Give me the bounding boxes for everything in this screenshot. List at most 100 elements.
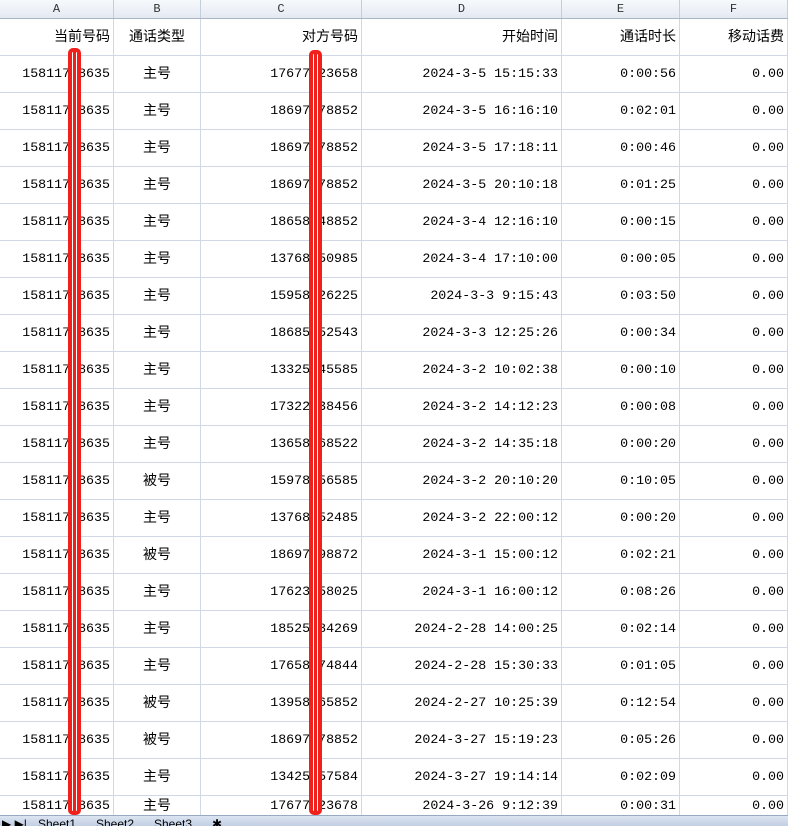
cell[interactable]: 15811758635 xyxy=(0,389,114,425)
cell[interactable]: 17677123678 xyxy=(201,796,362,816)
cell[interactable]: 0.00 xyxy=(680,648,788,684)
cell[interactable]: 2024-2-28 15:30:33 xyxy=(362,648,562,684)
cell[interactable]: 13658568522 xyxy=(201,426,362,462)
header-cell[interactable]: 开始时间 xyxy=(362,19,562,55)
cell[interactable]: 主号 xyxy=(114,574,201,610)
cell[interactable]: 0:02:09 xyxy=(562,759,680,795)
cell[interactable]: 2024-3-5 17:18:11 xyxy=(362,130,562,166)
cell[interactable]: 2024-3-1 16:00:12 xyxy=(362,574,562,610)
cell[interactable]: 15811758635 xyxy=(0,611,114,647)
cell[interactable]: 15811758635 xyxy=(0,796,114,816)
cell[interactable]: 主号 xyxy=(114,204,201,240)
column-header-f[interactable]: F xyxy=(680,0,788,18)
cell[interactable]: 0:00:10 xyxy=(562,352,680,388)
cell[interactable]: 0:00:31 xyxy=(562,796,680,816)
cell[interactable]: 2024-3-5 16:16:10 xyxy=(362,93,562,129)
cell[interactable]: 0.00 xyxy=(680,796,788,816)
cell[interactable]: 0:08:26 xyxy=(562,574,680,610)
cell[interactable]: 0:12:54 xyxy=(562,685,680,721)
tab-sheet1[interactable]: Sheet1 xyxy=(38,817,77,826)
cell[interactable]: 13425557584 xyxy=(201,759,362,795)
cell[interactable]: 主号 xyxy=(114,426,201,462)
header-cell[interactable]: 移动话费 xyxy=(680,19,788,55)
cell[interactable]: 13325545585 xyxy=(201,352,362,388)
header-cell[interactable]: 对方号码 xyxy=(201,19,362,55)
cell[interactable]: 被号 xyxy=(114,537,201,573)
cell[interactable]: 2024-3-4 17:10:00 xyxy=(362,241,562,277)
column-header-d[interactable]: D xyxy=(362,0,562,18)
cell[interactable]: 2024-3-1 15:00:12 xyxy=(362,537,562,573)
cell[interactable]: 0:05:26 xyxy=(562,722,680,758)
cell[interactable]: 18697378852 xyxy=(201,130,362,166)
cell[interactable]: 2024-3-3 12:25:26 xyxy=(362,315,562,351)
cell[interactable]: 15811758635 xyxy=(0,278,114,314)
cell[interactable]: 2024-3-2 10:02:38 xyxy=(362,352,562,388)
cell[interactable]: 2024-3-4 12:16:10 xyxy=(362,204,562,240)
insert-sheet-icon[interactable]: ✱ xyxy=(212,817,223,826)
cell[interactable]: 2024-3-5 20:10:18 xyxy=(362,167,562,203)
cell[interactable]: 主号 xyxy=(114,796,201,816)
column-header-b[interactable]: B xyxy=(114,0,201,18)
cell[interactable]: 15811758635 xyxy=(0,204,114,240)
cell[interactable]: 主号 xyxy=(114,352,201,388)
cell[interactable]: 15811758635 xyxy=(0,93,114,129)
cell[interactable]: 0.00 xyxy=(680,315,788,351)
cell[interactable]: 2024-2-28 14:00:25 xyxy=(362,611,562,647)
cell[interactable]: 0.00 xyxy=(680,167,788,203)
cell[interactable]: 0.00 xyxy=(680,130,788,166)
cell[interactable]: 15811758635 xyxy=(0,56,114,92)
cell[interactable]: 被号 xyxy=(114,722,201,758)
cell[interactable]: 0.00 xyxy=(680,426,788,462)
cell[interactable]: 13768252485 xyxy=(201,500,362,536)
cell[interactable]: 0:03:50 xyxy=(562,278,680,314)
cell[interactable]: 主号 xyxy=(114,759,201,795)
cell[interactable]: 主号 xyxy=(114,56,201,92)
cell[interactable]: 0.00 xyxy=(680,352,788,388)
cell[interactable]: 0.00 xyxy=(680,611,788,647)
cell[interactable]: 主号 xyxy=(114,389,201,425)
cell[interactable]: 被号 xyxy=(114,685,201,721)
cell[interactable]: 15811758635 xyxy=(0,759,114,795)
cell[interactable]: 18697378852 xyxy=(201,93,362,129)
cell[interactable]: 0.00 xyxy=(680,56,788,92)
cell[interactable]: 0.00 xyxy=(680,278,788,314)
cell[interactable]: 主号 xyxy=(114,315,201,351)
cell[interactable]: 主号 xyxy=(114,93,201,129)
cell[interactable]: 2024-2-27 10:25:39 xyxy=(362,685,562,721)
cell[interactable]: 0:01:05 xyxy=(562,648,680,684)
cell[interactable]: 0:00:56 xyxy=(562,56,680,92)
cell[interactable]: 15811758635 xyxy=(0,241,114,277)
cell[interactable]: 15811758635 xyxy=(0,574,114,610)
cell[interactable]: 0:00:05 xyxy=(562,241,680,277)
cell[interactable]: 0:00:20 xyxy=(562,500,680,536)
cell[interactable]: 2024-3-2 22:00:12 xyxy=(362,500,562,536)
cell[interactable]: 主号 xyxy=(114,278,201,314)
cell[interactable]: 0:02:21 xyxy=(562,537,680,573)
cell[interactable]: 2024-3-27 19:14:14 xyxy=(362,759,562,795)
header-cell[interactable]: 通话时长 xyxy=(562,19,680,55)
cell[interactable]: 0:00:08 xyxy=(562,389,680,425)
cell[interactable]: 18658548852 xyxy=(201,204,362,240)
cell[interactable]: 0.00 xyxy=(680,241,788,277)
tab-sheet3[interactable]: Sheet3 xyxy=(154,817,193,826)
cell[interactable]: 主号 xyxy=(114,130,201,166)
cell[interactable]: 0.00 xyxy=(680,204,788,240)
cell[interactable]: 2024-3-2 20:10:20 xyxy=(362,463,562,499)
cell[interactable]: 0.00 xyxy=(680,93,788,129)
cell[interactable]: 18697378852 xyxy=(201,722,362,758)
cell[interactable]: 2024-3-2 14:35:18 xyxy=(362,426,562,462)
cell[interactable]: 2024-3-27 15:19:23 xyxy=(362,722,562,758)
cell[interactable]: 主号 xyxy=(114,648,201,684)
cell[interactable]: 18525584269 xyxy=(201,611,362,647)
cell[interactable]: 0.00 xyxy=(680,500,788,536)
cell[interactable]: 15811758635 xyxy=(0,537,114,573)
cell[interactable]: 0:00:34 xyxy=(562,315,680,351)
cell[interactable]: 15811758635 xyxy=(0,500,114,536)
cell[interactable]: 主号 xyxy=(114,241,201,277)
cell[interactable]: 0.00 xyxy=(680,722,788,758)
cell[interactable]: 15811758635 xyxy=(0,648,114,684)
cell[interactable]: 15811758635 xyxy=(0,722,114,758)
tab-sheet2[interactable]: Sheet2 xyxy=(96,817,135,826)
cell[interactable]: 0:00:15 xyxy=(562,204,680,240)
cell[interactable]: 0.00 xyxy=(680,574,788,610)
